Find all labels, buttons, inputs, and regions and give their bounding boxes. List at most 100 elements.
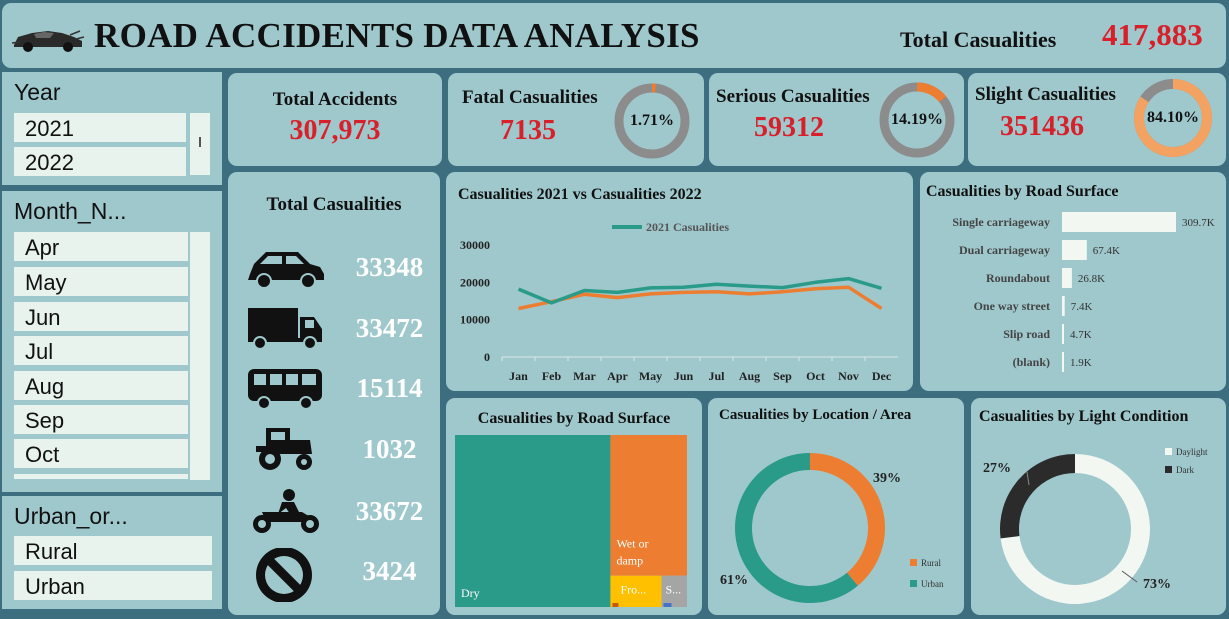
bar bbox=[1062, 296, 1065, 316]
treemap-cell bbox=[612, 603, 619, 607]
series-line-0 bbox=[517, 276, 882, 305]
bar-value-label: 67.4K bbox=[1093, 245, 1120, 257]
bus-icon bbox=[248, 369, 322, 410]
road-bar-chart: Single carriageway 309.7K Dual carriageway… bbox=[952, 212, 1215, 372]
vehicle-row-bus: 15114 bbox=[246, 365, 436, 415]
month-option[interactable]: Sep bbox=[14, 405, 188, 436]
urban-slicer-title: Urban_or... bbox=[14, 503, 128, 529]
slight-ring-fill bbox=[1134, 79, 1212, 157]
bar bbox=[1062, 268, 1072, 288]
vehicle-value: 1032 bbox=[362, 434, 417, 464]
year-option[interactable]: 2021 bbox=[14, 113, 186, 144]
car-icon bbox=[248, 252, 324, 289]
vehicle-value: 15114 bbox=[356, 373, 423, 403]
serious-value: 59312 bbox=[754, 112, 824, 143]
line-chart: 2021 Casualities 0 10000 20000 30000 Jan Feb Ma… bbox=[460, 220, 898, 383]
treemap-label: Fro... bbox=[620, 583, 646, 597]
month-option[interactable]: Jul bbox=[14, 336, 188, 367]
legend-swatch bbox=[910, 580, 917, 587]
fatal-ring bbox=[614, 83, 690, 159]
bar bbox=[1062, 324, 1064, 344]
slight-card: Slight Casualities 351436 84.10% bbox=[968, 73, 1226, 166]
slice-pct-label: 61% bbox=[720, 573, 748, 588]
fatal-pct: 1.71% bbox=[630, 112, 674, 129]
vehicle-row-truck: 33472 bbox=[246, 305, 436, 355]
bar-value-label: 4.7K bbox=[1070, 329, 1092, 341]
legend-label: Rural bbox=[921, 558, 941, 568]
serious-pct: 14.19% bbox=[891, 111, 943, 128]
treemap-cell bbox=[610, 575, 662, 607]
x-tick-label: Sep bbox=[773, 369, 792, 383]
line-chart-card: Casualities 2021 vs Casualities 2022 202… bbox=[446, 172, 913, 391]
x-tick-label: May bbox=[639, 369, 662, 383]
treemap-card: Casualities by Road Surface Dry Wet or dam… bbox=[446, 398, 702, 615]
bar-value-label: 7.4K bbox=[1071, 301, 1093, 313]
slight-label: Slight Casualities bbox=[975, 84, 1116, 105]
vehicle-row-other: 3424 bbox=[246, 548, 436, 602]
fatal-card: Fatal Casualities 7135 1.71% bbox=[448, 73, 704, 166]
y-tick-label: 20000 bbox=[460, 275, 490, 289]
vehicle-casualities-card: Total Casualities 33348 33472 bbox=[228, 172, 440, 615]
bar-value-label: 26.8K bbox=[1078, 273, 1105, 285]
month-option[interactable]: Oct bbox=[14, 439, 188, 470]
motorcycle-icon bbox=[253, 489, 319, 533]
location-donut-title: Casualities by Location / Area bbox=[719, 407, 912, 423]
x-tick-label: Jun bbox=[674, 369, 694, 383]
total-casualities-value: 417,883 bbox=[1102, 17, 1203, 52]
bar-value-label: 1.9K bbox=[1070, 357, 1092, 369]
urban-option[interactable]: Rural bbox=[14, 536, 212, 567]
slice-pct-label: 27% bbox=[983, 461, 1011, 476]
x-tick-label: Jan bbox=[509, 369, 528, 383]
vehicle-row-car: 33348 bbox=[246, 244, 436, 294]
month-scrollbar[interactable] bbox=[190, 232, 210, 480]
tractor-icon bbox=[256, 428, 312, 470]
vehicle-value: 33348 bbox=[355, 252, 424, 282]
year-slicer-title: Year bbox=[14, 79, 61, 105]
total-casualities-label: Total Casualities bbox=[900, 27, 1057, 52]
total-accidents-card: Total Accidents 307,973 bbox=[228, 73, 442, 166]
truck-icon bbox=[248, 308, 322, 350]
x-tick-label: Feb bbox=[542, 369, 562, 383]
month-option[interactable]: Apr bbox=[14, 232, 188, 263]
serious-card: Serious Casualities 59312 14.19% bbox=[709, 73, 964, 166]
treemap-chart: Dry Wet or damp Fro... S... bbox=[455, 435, 687, 607]
bar-value-label: 309.7K bbox=[1182, 217, 1215, 229]
bar-category-label: Single carriageway bbox=[952, 215, 1050, 229]
month-option[interactable]: May bbox=[14, 267, 188, 298]
bar bbox=[1062, 240, 1087, 260]
total-accidents-label: Total Accidents bbox=[272, 89, 398, 110]
treemap-cell bbox=[455, 435, 611, 607]
year-slicer: Year 2021 2022 bbox=[2, 72, 222, 185]
donut-slice bbox=[735, 453, 858, 603]
vehicle-value: 3424 bbox=[362, 556, 417, 586]
legend-label: Daylight bbox=[1176, 447, 1208, 457]
month-option[interactable]: Jun bbox=[14, 302, 188, 333]
leader-line bbox=[1026, 471, 1030, 486]
car-logo-icon bbox=[11, 30, 85, 52]
slice-pct-label: 73% bbox=[1143, 577, 1171, 592]
y-tick-label: 10000 bbox=[460, 313, 490, 327]
light-donut-title: Casualities by Light Condition bbox=[979, 408, 1189, 425]
slight-value: 351436 bbox=[1000, 111, 1084, 142]
bar-category-label: Slip road bbox=[1003, 327, 1050, 341]
legend-label: Dark bbox=[1176, 465, 1194, 475]
treemap-label: S... bbox=[665, 583, 681, 597]
serious-ring bbox=[879, 82, 955, 158]
vehicle-value: 33672 bbox=[355, 496, 424, 526]
bar bbox=[1062, 352, 1064, 372]
no-entry-icon bbox=[256, 548, 312, 602]
bar-category-label: (blank) bbox=[1013, 355, 1050, 369]
vehicle-card-title: Total Casualities bbox=[266, 194, 402, 215]
line-chart-title: Casualities 2021 vs Casualities 2022 bbox=[458, 186, 702, 203]
serious-ring-fill bbox=[879, 82, 955, 158]
year-scrollbar[interactable] bbox=[190, 113, 210, 175]
treemap-label: damp bbox=[616, 554, 643, 568]
slice-pct-label: 39% bbox=[873, 471, 901, 486]
legend-swatch bbox=[910, 559, 917, 566]
bar-category-label: Dual carriageway bbox=[959, 243, 1050, 257]
month-option[interactable]: Aug bbox=[14, 371, 188, 402]
vehicle-row-motorcycle: 33672 bbox=[246, 488, 436, 538]
urban-option[interactable]: Urban bbox=[14, 571, 212, 602]
year-option[interactable]: 2022 bbox=[14, 147, 186, 178]
light-donut-chart: 73% 27% Daylight Dark bbox=[983, 447, 1208, 604]
